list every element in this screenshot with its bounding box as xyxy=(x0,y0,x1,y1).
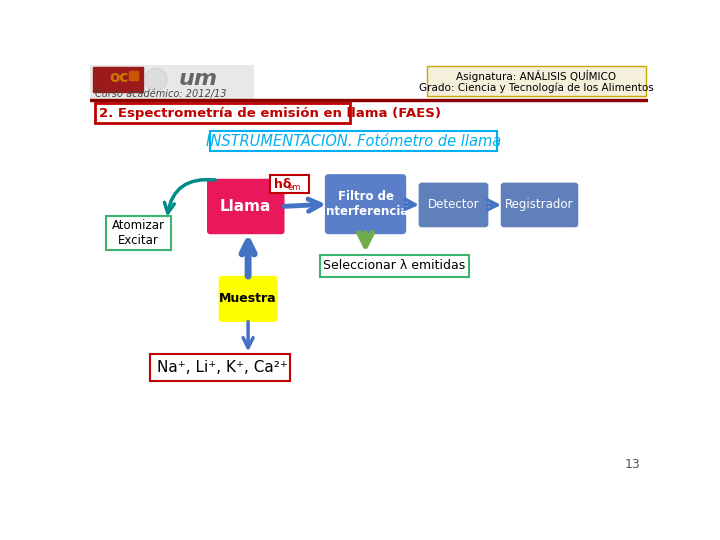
FancyBboxPatch shape xyxy=(207,179,284,234)
Text: um: um xyxy=(179,70,218,90)
Text: Registrador: Registrador xyxy=(505,198,574,212)
Text: Llama: Llama xyxy=(220,199,271,214)
Text: Detector: Detector xyxy=(428,198,480,212)
Text: oc: oc xyxy=(109,70,129,85)
Text: INSTRUMENTACIÓN. Fotómetro de llama: INSTRUMENTACIÓN. Fotómetro de llama xyxy=(206,133,501,148)
Text: hδ: hδ xyxy=(274,178,291,191)
Text: Atomizar
Excitar: Atomizar Excitar xyxy=(112,219,165,247)
Text: Na⁺, Li⁺, K⁺, Ca²⁺: Na⁺, Li⁺, K⁺, Ca²⁺ xyxy=(157,360,287,375)
FancyBboxPatch shape xyxy=(270,175,309,193)
FancyBboxPatch shape xyxy=(325,174,406,234)
Bar xyxy=(90,65,253,99)
Circle shape xyxy=(145,69,167,90)
Text: Seleccionar λ emitidas: Seleccionar λ emitidas xyxy=(323,259,466,272)
FancyBboxPatch shape xyxy=(320,255,469,276)
Text: Filtro de
interferencia: Filtro de interferencia xyxy=(323,190,409,218)
Text: Asignatura: ANÁLISIS QUÍMICO: Asignatura: ANÁLISIS QUÍMICO xyxy=(456,70,616,82)
Text: 13: 13 xyxy=(624,458,640,471)
FancyBboxPatch shape xyxy=(500,183,578,227)
FancyBboxPatch shape xyxy=(150,354,290,381)
Circle shape xyxy=(145,70,166,90)
Bar xyxy=(129,71,138,80)
FancyBboxPatch shape xyxy=(106,215,171,249)
Bar xyxy=(90,99,648,101)
FancyBboxPatch shape xyxy=(427,65,646,96)
FancyBboxPatch shape xyxy=(210,131,497,151)
Text: Grado: Ciencia y Tecnología de los Alimentos: Grado: Ciencia y Tecnología de los Alime… xyxy=(419,83,654,93)
Bar xyxy=(93,67,143,92)
Text: 2. Espectrometría de emisión en llama (FAES): 2. Espectrometría de emisión en llama (F… xyxy=(99,107,441,120)
Text: Muestra: Muestra xyxy=(220,292,277,306)
Text: em: em xyxy=(288,183,301,192)
Text: Curso académico: 2012/13: Curso académico: 2012/13 xyxy=(94,89,226,99)
FancyBboxPatch shape xyxy=(94,103,351,123)
FancyBboxPatch shape xyxy=(219,276,277,322)
FancyBboxPatch shape xyxy=(418,183,488,227)
